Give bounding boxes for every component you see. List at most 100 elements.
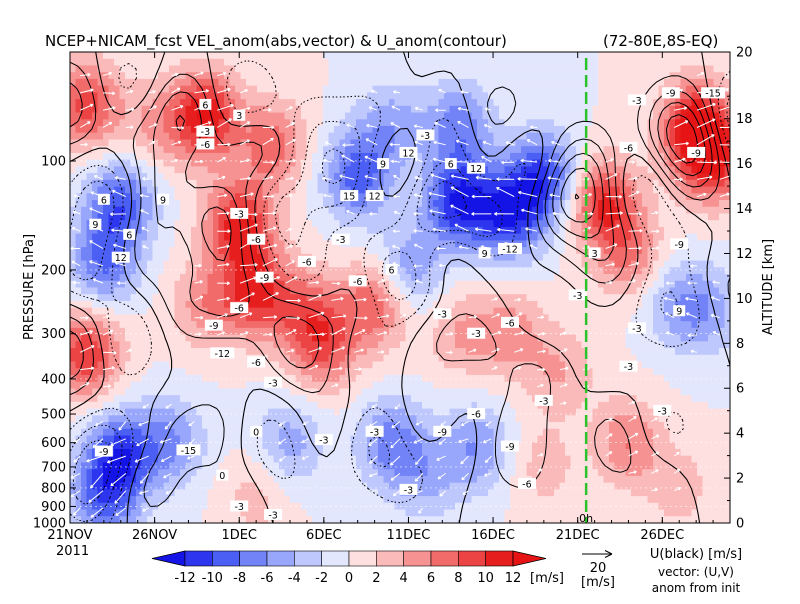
- field-cell: [669, 220, 676, 228]
- field-cell: [202, 274, 209, 282]
- field-cell: [449, 186, 456, 194]
- field-cell: [279, 220, 286, 228]
- field-cell: [284, 58, 291, 67]
- field-cell: [257, 92, 264, 100]
- field-cell: [356, 193, 363, 201]
- field-cell: [444, 72, 451, 80]
- field-cell: [570, 240, 577, 248]
- field-cell: [180, 253, 187, 262]
- field-cell: [609, 58, 616, 67]
- field-cell: [636, 166, 643, 174]
- field-cell: [576, 220, 583, 228]
- field-cell: [625, 253, 632, 262]
- field-cell: [169, 193, 176, 201]
- field-cell: [75, 85, 82, 93]
- field-cell: [394, 159, 401, 167]
- field-cell: [625, 300, 632, 309]
- field-cell: [488, 105, 495, 114]
- field-cell: [246, 200, 253, 208]
- field-cell: [493, 213, 500, 221]
- field-cell: [499, 72, 506, 80]
- field-cell: [664, 72, 671, 80]
- field-cell: [548, 206, 555, 215]
- field-cell: [246, 92, 253, 100]
- field-cell: [301, 193, 308, 201]
- field-cell: [147, 92, 154, 100]
- field-cell: [301, 132, 308, 141]
- field-cell: [499, 294, 506, 302]
- field-cell: [493, 321, 500, 329]
- field-cell: [471, 253, 478, 262]
- field-cell: [240, 72, 247, 80]
- field-cell: [389, 321, 396, 329]
- field-cell: [70, 105, 77, 114]
- field-cell: [141, 179, 148, 188]
- field-cell: [350, 179, 357, 188]
- field-cell: [75, 267, 82, 275]
- field-cell: [323, 213, 330, 221]
- field-cell: [559, 126, 566, 134]
- field-cell: [504, 92, 511, 100]
- field-cell: [603, 220, 610, 228]
- field-cell: [125, 139, 132, 147]
- field-cell: [251, 213, 258, 221]
- field-cell: [141, 112, 148, 120]
- field-cell: [697, 166, 704, 174]
- field-cell: [180, 152, 187, 161]
- field-cell: [75, 139, 82, 147]
- field-cell: [675, 159, 682, 167]
- field-cell: [515, 186, 522, 194]
- field-cell: [559, 78, 566, 87]
- field-cell: [554, 159, 561, 167]
- field-cell: [631, 72, 638, 80]
- field-cell: [691, 220, 698, 228]
- field-cell: [257, 146, 264, 154]
- field-cell: [92, 159, 99, 167]
- field-cell: [295, 233, 302, 241]
- field-cell: [328, 307, 335, 316]
- field-cell: [405, 58, 412, 67]
- field-cell: [169, 173, 176, 181]
- field-cell: [174, 280, 181, 289]
- field-cell: [581, 152, 588, 161]
- field-cell: [686, 220, 693, 228]
- field-cell: [328, 139, 335, 147]
- field-cell: [515, 112, 522, 120]
- field-cell: [196, 226, 203, 235]
- field-cell: [306, 300, 313, 309]
- field-cell: [405, 226, 412, 235]
- field-cell: [251, 314, 258, 322]
- field-cell: [466, 132, 473, 141]
- field-cell: [444, 92, 451, 100]
- field-cell: [532, 247, 539, 255]
- field-cell: [438, 294, 445, 302]
- field-cell: [614, 186, 621, 194]
- field-cell: [642, 58, 649, 67]
- field-cell: [180, 159, 187, 167]
- field-cell: [471, 173, 478, 181]
- field-cell: [460, 300, 467, 309]
- field-cell: [394, 206, 401, 215]
- field-cell: [75, 247, 82, 255]
- field-cell: [587, 85, 594, 93]
- field-cell: [97, 65, 104, 73]
- field-cell: [114, 126, 121, 134]
- field-cell: [587, 166, 594, 174]
- field-cell: [130, 200, 137, 208]
- field-cell: [466, 193, 473, 201]
- field-cell: [400, 233, 407, 241]
- field-cell: [400, 179, 407, 188]
- field-cell: [499, 253, 506, 262]
- field-cell: [405, 132, 412, 141]
- field-cell: [587, 307, 594, 316]
- field-cell: [323, 327, 330, 336]
- field-cell: [103, 173, 110, 181]
- field-cell: [185, 52, 192, 60]
- field-cell: [301, 92, 308, 100]
- field-cell: [361, 173, 368, 181]
- field-cell: [218, 327, 225, 336]
- field-cell: [213, 152, 220, 161]
- field-cell: [268, 294, 275, 302]
- field-cell: [438, 139, 445, 147]
- field-cell: [620, 105, 627, 114]
